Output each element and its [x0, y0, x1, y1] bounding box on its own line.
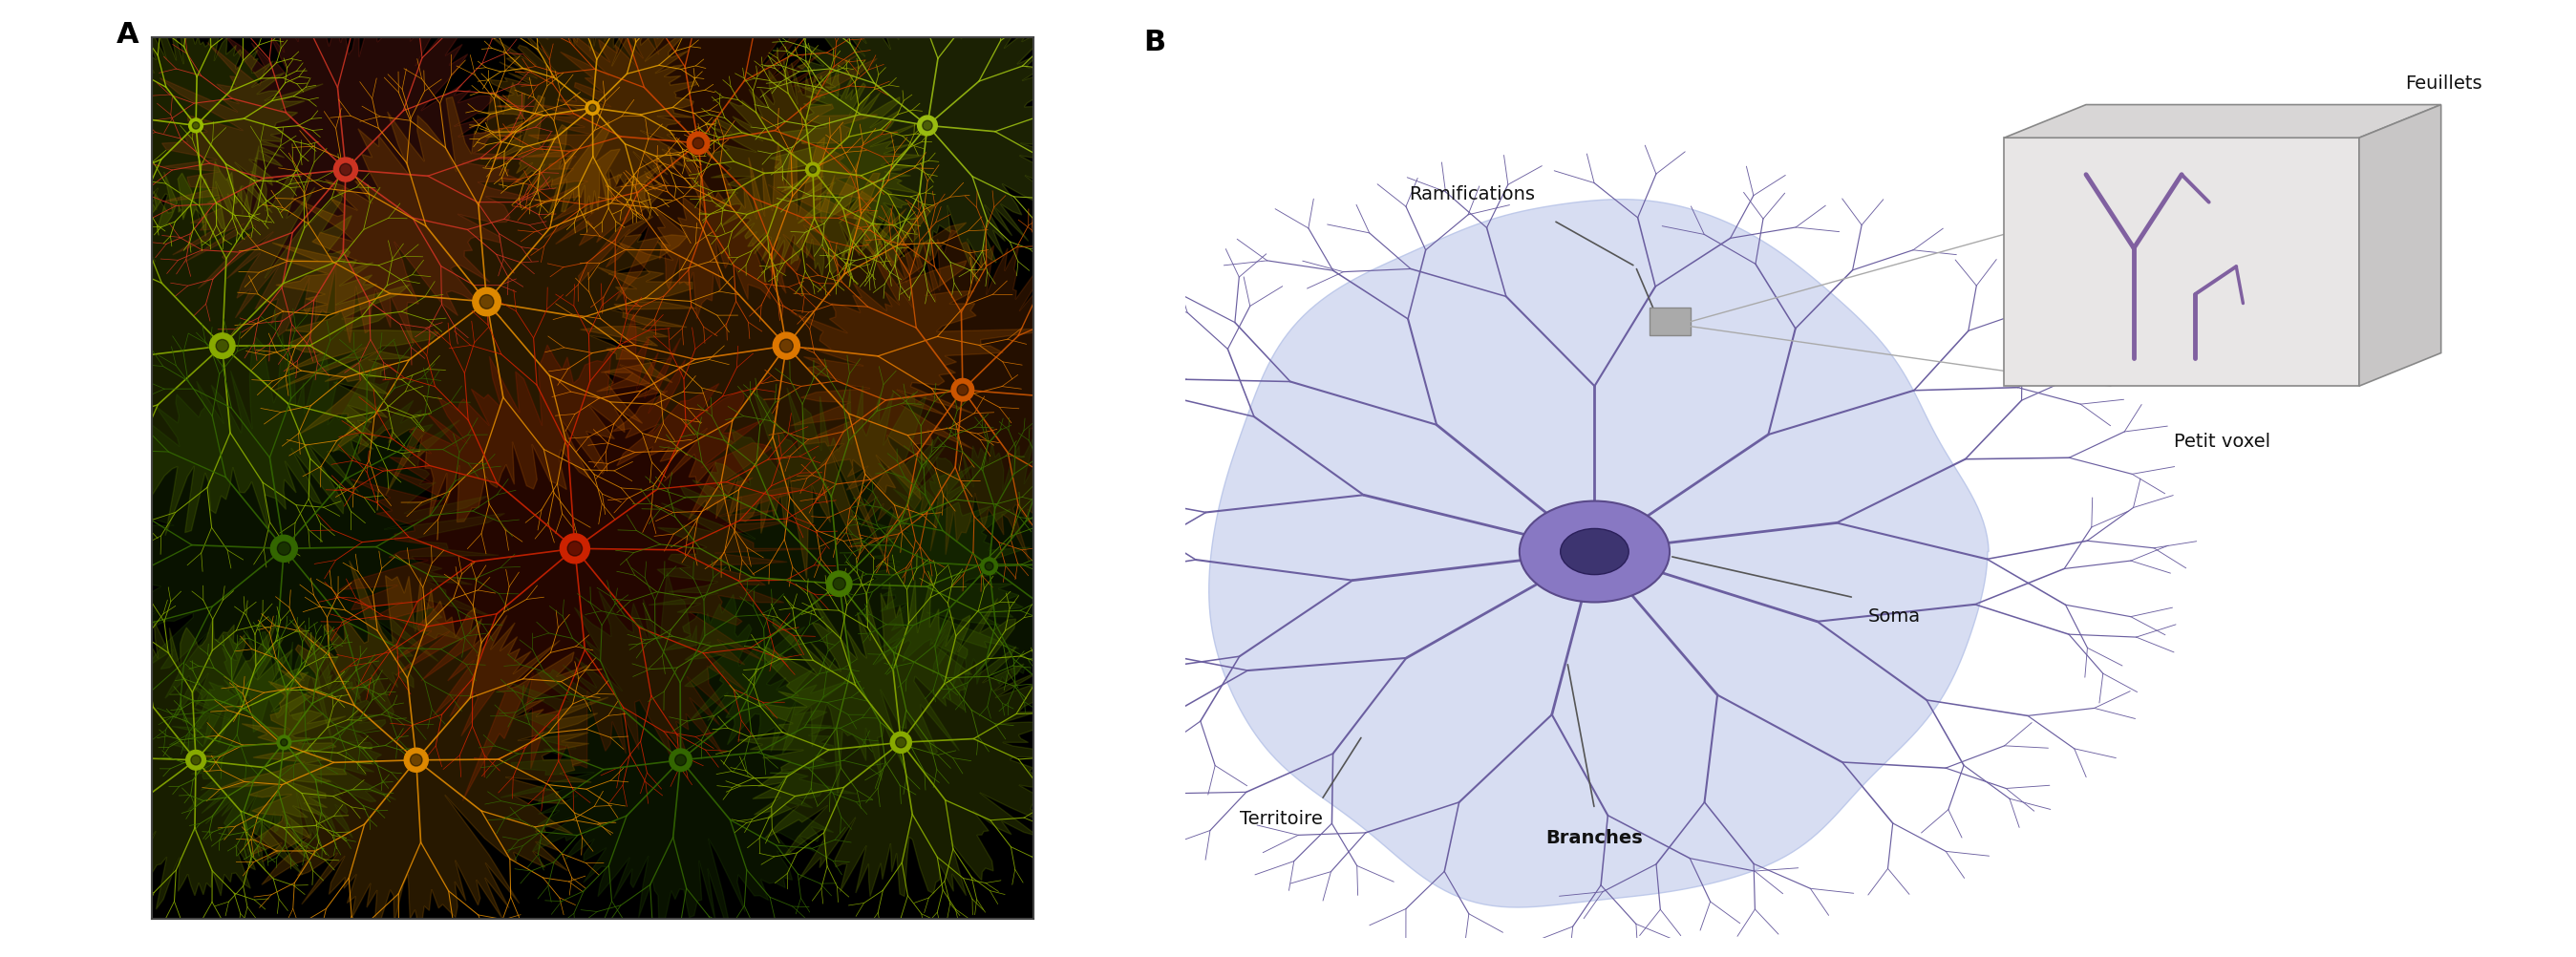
- Circle shape: [471, 288, 500, 317]
- Text: Feuillets: Feuillets: [2406, 75, 2483, 93]
- Circle shape: [781, 340, 793, 353]
- Polygon shape: [649, 386, 1030, 795]
- Polygon shape: [479, 4, 698, 218]
- Polygon shape: [2004, 139, 2360, 387]
- Circle shape: [278, 543, 291, 556]
- Text: B: B: [1144, 29, 1167, 56]
- Polygon shape: [273, 83, 696, 523]
- Circle shape: [917, 117, 938, 136]
- Polygon shape: [18, 146, 438, 536]
- Circle shape: [675, 755, 685, 766]
- Circle shape: [891, 732, 912, 753]
- Circle shape: [590, 105, 595, 112]
- Circle shape: [335, 158, 358, 183]
- Circle shape: [832, 578, 845, 590]
- FancyBboxPatch shape: [1649, 308, 1690, 336]
- Circle shape: [559, 534, 590, 564]
- Text: Branches: Branches: [1546, 828, 1643, 846]
- Polygon shape: [500, 572, 858, 957]
- Circle shape: [951, 379, 974, 402]
- Polygon shape: [1208, 200, 1989, 907]
- Circle shape: [278, 736, 291, 749]
- Text: Petit voxel: Petit voxel: [2174, 433, 2272, 451]
- Circle shape: [922, 122, 933, 131]
- Text: Territoire: Territoire: [1239, 810, 1321, 828]
- Circle shape: [693, 139, 703, 149]
- Circle shape: [670, 749, 693, 771]
- Polygon shape: [39, 605, 348, 909]
- Polygon shape: [219, 561, 608, 944]
- Polygon shape: [160, 0, 546, 345]
- Polygon shape: [526, 0, 878, 320]
- Circle shape: [773, 333, 799, 360]
- Circle shape: [188, 120, 204, 133]
- Circle shape: [410, 754, 422, 767]
- Text: Ramifications: Ramifications: [1409, 185, 1535, 203]
- Circle shape: [270, 536, 296, 563]
- Circle shape: [688, 133, 708, 155]
- Circle shape: [809, 167, 817, 174]
- Circle shape: [404, 748, 428, 772]
- Polygon shape: [737, 575, 1074, 897]
- Circle shape: [1561, 529, 1628, 575]
- Circle shape: [827, 571, 853, 597]
- Circle shape: [1520, 501, 1669, 603]
- Circle shape: [984, 563, 994, 570]
- Circle shape: [281, 739, 289, 746]
- Polygon shape: [340, 314, 824, 801]
- Polygon shape: [706, 60, 922, 278]
- Text: Soma: Soma: [1868, 608, 1919, 625]
- Circle shape: [209, 334, 234, 359]
- Circle shape: [567, 542, 582, 556]
- Circle shape: [193, 122, 198, 130]
- Circle shape: [981, 558, 997, 575]
- Circle shape: [806, 164, 819, 177]
- Polygon shape: [580, 138, 1066, 579]
- Circle shape: [191, 755, 201, 766]
- Polygon shape: [791, 231, 1136, 561]
- Circle shape: [585, 101, 600, 116]
- Text: A: A: [116, 21, 139, 49]
- Circle shape: [340, 165, 353, 176]
- Polygon shape: [75, 13, 322, 237]
- Polygon shape: [868, 432, 1113, 694]
- Polygon shape: [49, 334, 505, 746]
- Circle shape: [479, 296, 495, 309]
- Polygon shape: [2360, 105, 2442, 387]
- Circle shape: [216, 340, 229, 353]
- Polygon shape: [170, 631, 397, 848]
- Circle shape: [958, 385, 969, 396]
- Polygon shape: [770, 0, 1084, 284]
- Circle shape: [185, 750, 206, 770]
- Circle shape: [896, 737, 907, 748]
- Polygon shape: [2004, 105, 2442, 139]
